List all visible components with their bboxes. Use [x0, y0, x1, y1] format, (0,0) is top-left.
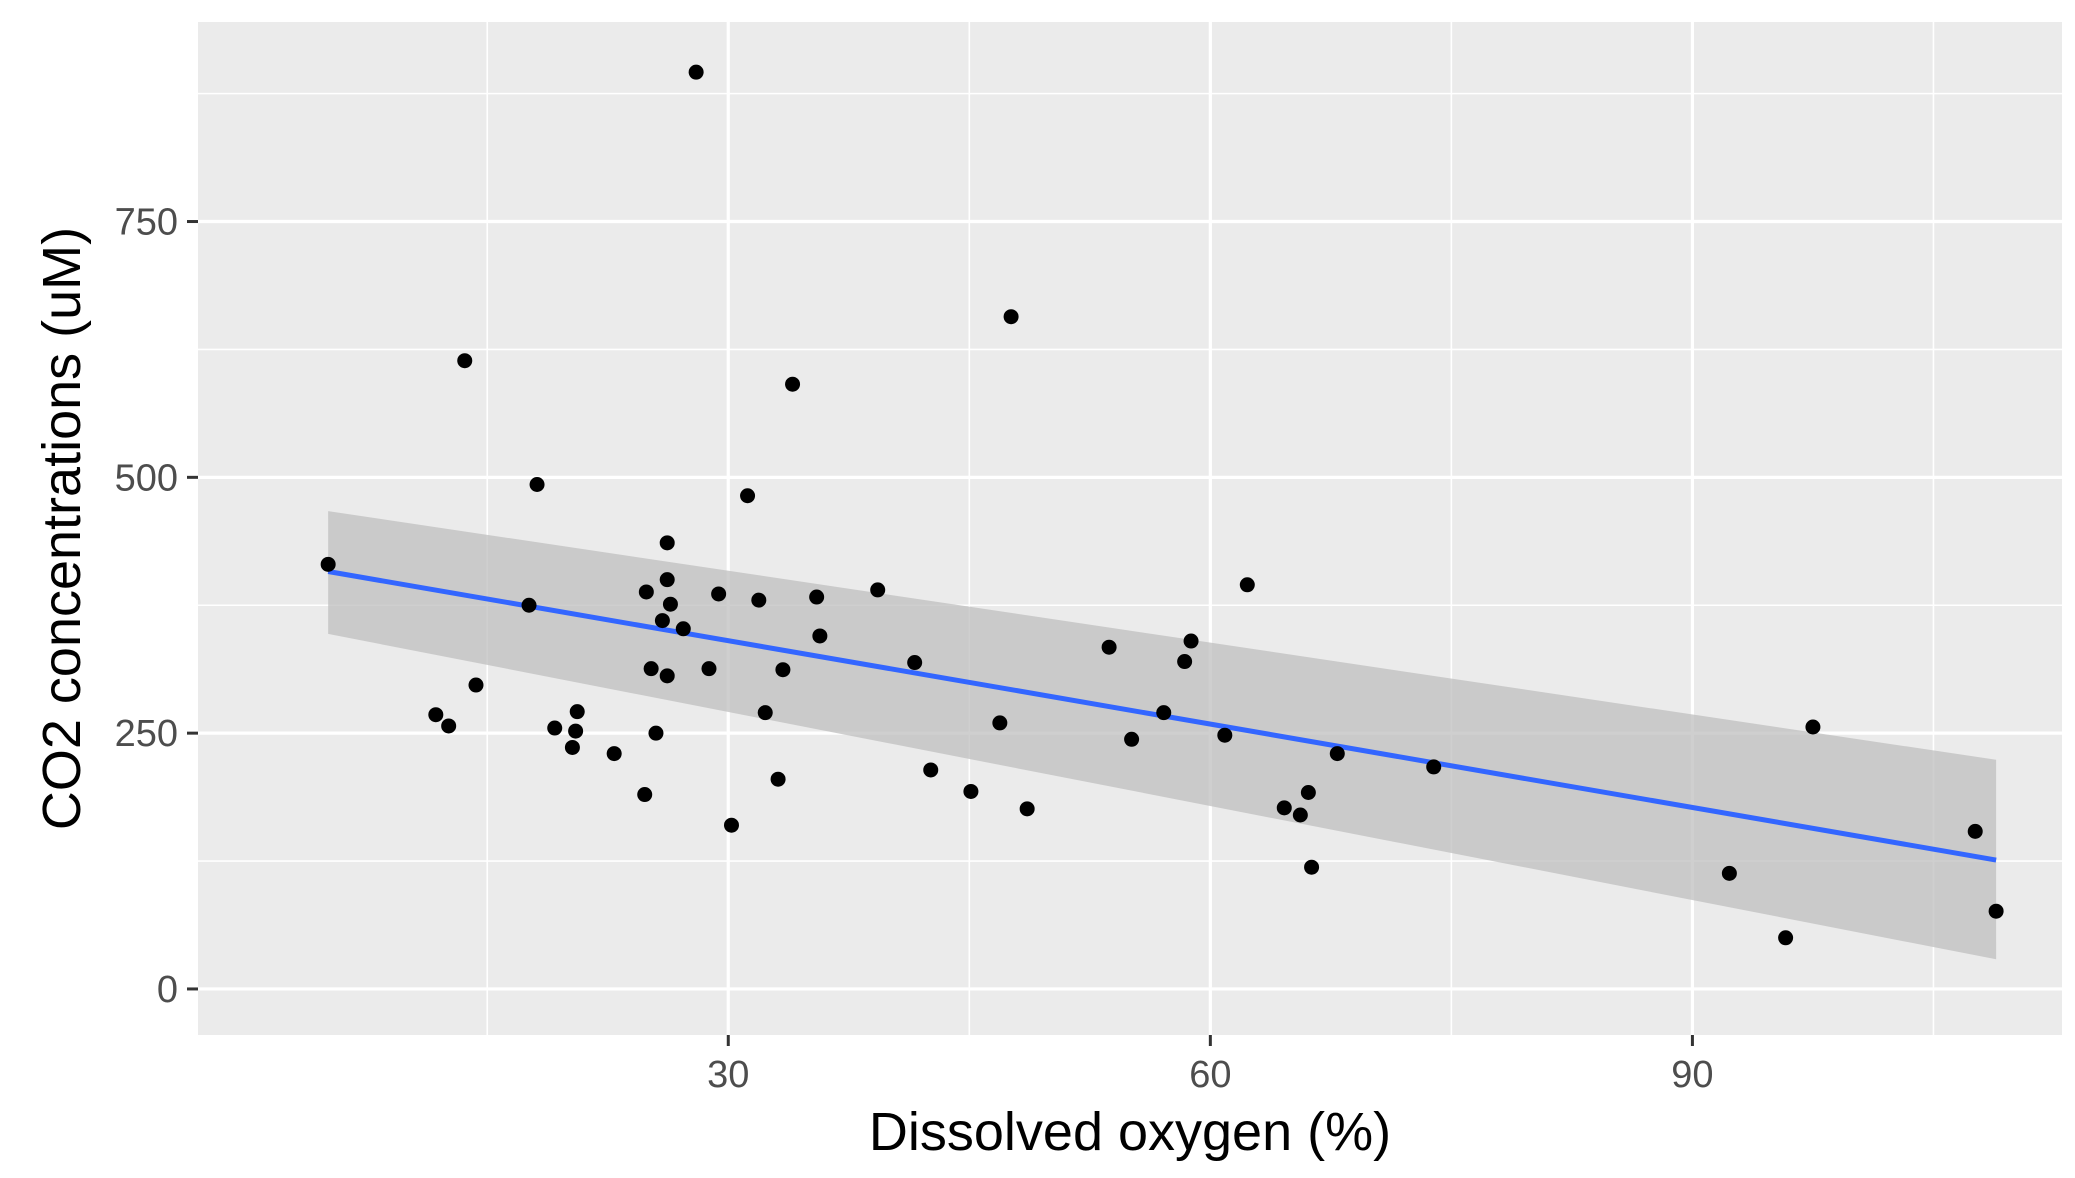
data-point	[923, 762, 939, 778]
data-point	[1276, 800, 1292, 816]
x-tick-label: 60	[1189, 1054, 1231, 1096]
data-point	[701, 661, 717, 677]
x-axis-title: Dissolved oxygen (%)	[869, 1102, 1391, 1162]
data-point	[1292, 807, 1308, 823]
data-point	[529, 477, 545, 493]
data-point	[1967, 823, 1983, 839]
data-point	[648, 725, 664, 741]
data-point	[1721, 865, 1737, 881]
data-point	[441, 718, 457, 734]
x-tick-label: 90	[1671, 1054, 1713, 1096]
data-point	[1156, 705, 1172, 721]
tick-labels: 30 60 90 0 250 500 750	[115, 202, 1714, 1096]
data-point	[751, 592, 767, 608]
axis-ticks	[187, 220, 1694, 1046]
y-tick-label: 0	[157, 969, 178, 1011]
data-point	[654, 613, 670, 629]
data-point	[637, 787, 653, 803]
data-point	[1217, 727, 1233, 743]
data-point	[963, 783, 979, 799]
data-point	[1183, 633, 1199, 649]
data-point	[785, 376, 801, 392]
data-point	[659, 668, 675, 684]
data-point	[740, 488, 756, 504]
data-point	[770, 771, 786, 787]
data-point	[1239, 577, 1255, 593]
data-point	[775, 662, 791, 678]
data-point	[1426, 759, 1442, 775]
data-point	[1988, 903, 2004, 919]
data-point	[1101, 639, 1117, 655]
data-point	[1177, 654, 1193, 670]
data-point	[812, 628, 828, 644]
minor-gridlines	[198, 22, 2062, 1035]
data-point	[428, 707, 444, 723]
data-points	[320, 64, 2004, 946]
data-point	[1304, 859, 1320, 875]
data-point	[564, 739, 580, 755]
confidence-band	[328, 511, 1997, 960]
data-point	[1329, 746, 1345, 762]
y-tick-label: 250	[115, 713, 178, 755]
data-point	[711, 586, 727, 602]
data-point	[521, 597, 537, 613]
data-point	[643, 661, 659, 677]
data-point	[688, 64, 704, 80]
data-point	[659, 535, 675, 551]
data-point	[757, 705, 773, 721]
data-point	[606, 746, 622, 762]
data-point	[569, 704, 585, 720]
x-tick-label: 30	[707, 1054, 749, 1096]
data-point	[547, 720, 563, 736]
data-point	[468, 677, 484, 693]
data-point	[870, 582, 886, 598]
data-point	[675, 621, 691, 637]
data-point	[320, 556, 336, 572]
data-point	[992, 715, 1008, 731]
data-point	[1805, 719, 1821, 735]
data-point	[659, 572, 675, 588]
data-point	[457, 353, 473, 369]
data-point	[638, 584, 654, 600]
data-point	[1300, 784, 1316, 800]
y-tick-label: 500	[115, 457, 178, 499]
y-tick-label: 750	[115, 202, 178, 244]
confidence-band-layer	[328, 511, 1997, 960]
data-point	[1003, 309, 1019, 325]
data-point	[662, 596, 678, 612]
data-point	[1778, 930, 1794, 946]
data-point	[568, 723, 584, 739]
data-point	[809, 589, 825, 605]
data-point	[723, 817, 739, 833]
data-point	[1124, 731, 1140, 747]
y-axis-title: CO2 concentrations (uM)	[32, 227, 92, 830]
data-point	[907, 655, 923, 671]
data-point	[1019, 801, 1035, 817]
